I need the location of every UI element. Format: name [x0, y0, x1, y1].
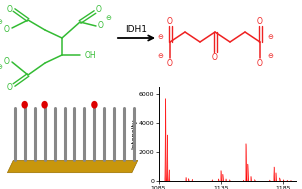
Text: ⊖: ⊖: [0, 64, 2, 70]
Text: ⊖: ⊖: [0, 19, 2, 25]
Text: O: O: [7, 84, 13, 92]
Text: O: O: [4, 57, 10, 66]
Text: O: O: [257, 59, 263, 67]
Text: ⊖: ⊖: [267, 53, 273, 59]
Text: O: O: [98, 22, 104, 30]
Text: O: O: [212, 53, 218, 63]
Circle shape: [21, 101, 28, 109]
Text: OH: OH: [84, 50, 96, 60]
Text: ⊖: ⊖: [267, 34, 273, 40]
Circle shape: [41, 101, 48, 109]
Text: O: O: [96, 5, 102, 15]
Y-axis label: Intensity: Intensity: [131, 119, 137, 149]
Text: O: O: [4, 25, 10, 33]
Text: ⊖: ⊖: [157, 53, 163, 59]
Text: ⊖: ⊖: [157, 34, 163, 40]
Text: ⊖: ⊖: [105, 15, 111, 21]
Text: O: O: [7, 5, 13, 13]
Polygon shape: [8, 160, 138, 173]
Text: O: O: [167, 59, 173, 67]
Text: IDH1: IDH1: [125, 26, 147, 35]
Circle shape: [91, 101, 98, 109]
Text: O: O: [167, 16, 173, 26]
Text: O: O: [257, 16, 263, 26]
